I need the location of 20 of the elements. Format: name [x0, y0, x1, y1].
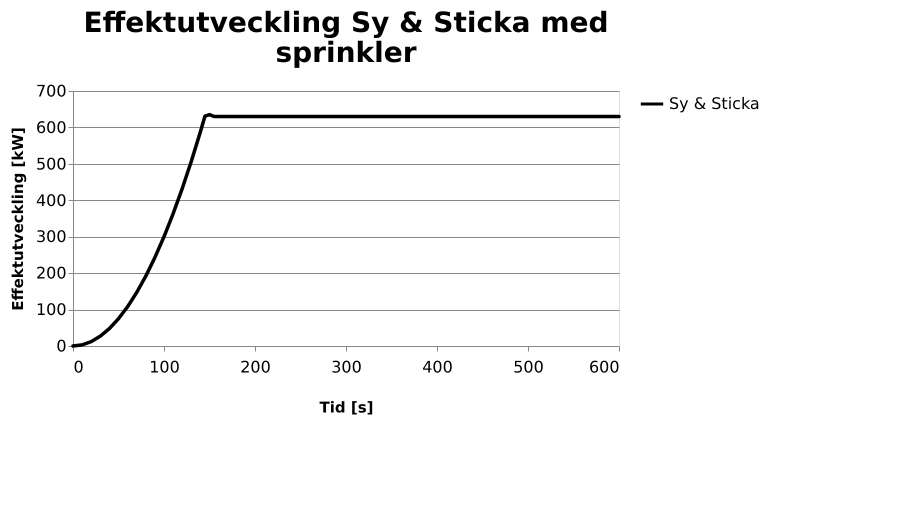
- y-tick-label: 700: [36, 82, 66, 100]
- y-axis-title: Effektutveckling [kW]: [8, 127, 27, 311]
- x-tick-label: 100: [149, 358, 180, 376]
- chart-title: Effektutveckling Sy & Sticka med sprinkler: [83, 6, 609, 69]
- legend-label: Sy & Sticka: [669, 94, 760, 113]
- y-tick-label: 200: [36, 264, 66, 283]
- y-tick-label: 100: [36, 300, 66, 320]
- y-tick-label: 500: [36, 154, 66, 174]
- x-tick-label: 0: [74, 358, 84, 376]
- y-tick-label: 0: [56, 336, 66, 356]
- x-tick-label: 500: [513, 358, 544, 376]
- x-tick-label: 400: [422, 358, 453, 376]
- x-tick-label: 600: [588, 358, 620, 376]
- y-tick-label: 600: [36, 118, 66, 137]
- line-series: [71, 112, 621, 348]
- x-tick-label: 300: [331, 358, 362, 376]
- y-tick-label: 400: [36, 190, 66, 210]
- x-tick-label: 200: [240, 358, 271, 376]
- y-tick-label: 300: [36, 227, 66, 246]
- x-axis-title: Tid [s]: [320, 398, 374, 416]
